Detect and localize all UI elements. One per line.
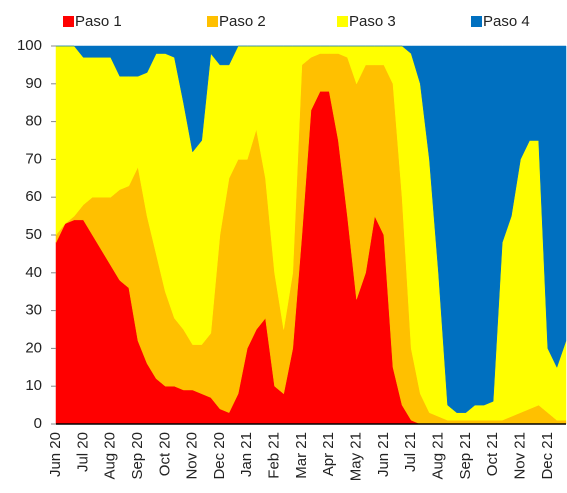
y-tick-label: 60 xyxy=(25,188,42,205)
legend-label: Paso 2 xyxy=(219,13,266,30)
x-tick-label: Feb 21 xyxy=(266,432,283,479)
legend-label: Paso 1 xyxy=(75,13,122,30)
x-tick-label: Jul 21 xyxy=(402,432,419,472)
x-tick-label: Jun 20 xyxy=(47,432,64,477)
x-tick-label: Nov 20 xyxy=(184,432,201,480)
legend-swatch xyxy=(207,16,218,27)
x-tick-label: Dec 21 xyxy=(539,432,556,480)
legend-swatch xyxy=(471,16,482,27)
legend-label: Paso 3 xyxy=(349,13,396,30)
x-tick-label: Oct 21 xyxy=(484,432,501,476)
x-tick-label: Aug 20 xyxy=(102,432,119,480)
y-tick-label: 70 xyxy=(25,150,42,167)
x-tick-label: Dec 20 xyxy=(211,432,228,480)
y-tick-label: 0 xyxy=(34,415,42,432)
y-tick-label: 100 xyxy=(17,37,42,54)
x-tick-label: Mar 21 xyxy=(293,432,310,479)
legend-swatch xyxy=(337,16,348,27)
x-tick-label: Sep 20 xyxy=(129,432,146,480)
x-tick-label: Apr 21 xyxy=(320,432,337,476)
x-tick-label: Nov 21 xyxy=(511,432,528,480)
y-tick-label: 80 xyxy=(25,113,42,130)
legend-swatch xyxy=(63,16,74,27)
y-tick-label: 30 xyxy=(25,302,42,319)
x-tick-label: May 21 xyxy=(348,432,365,481)
x-tick-label: Oct 20 xyxy=(156,432,173,476)
x-tick-label: Jun 21 xyxy=(375,432,392,477)
legend-label: Paso 4 xyxy=(483,13,530,30)
y-tick-label: 50 xyxy=(25,226,42,243)
x-tick-label: Aug 21 xyxy=(429,432,446,480)
area xyxy=(56,45,567,413)
x-tick-label: Sep 21 xyxy=(457,432,474,480)
y-tick-label: 90 xyxy=(25,75,42,92)
x-tick-label: Jul 20 xyxy=(74,432,91,472)
y-tick-label: 20 xyxy=(25,339,42,356)
y-tick-label: 40 xyxy=(25,264,42,281)
y-tick-label: 10 xyxy=(25,377,42,394)
x-tick-label: Jan 21 xyxy=(238,432,255,477)
